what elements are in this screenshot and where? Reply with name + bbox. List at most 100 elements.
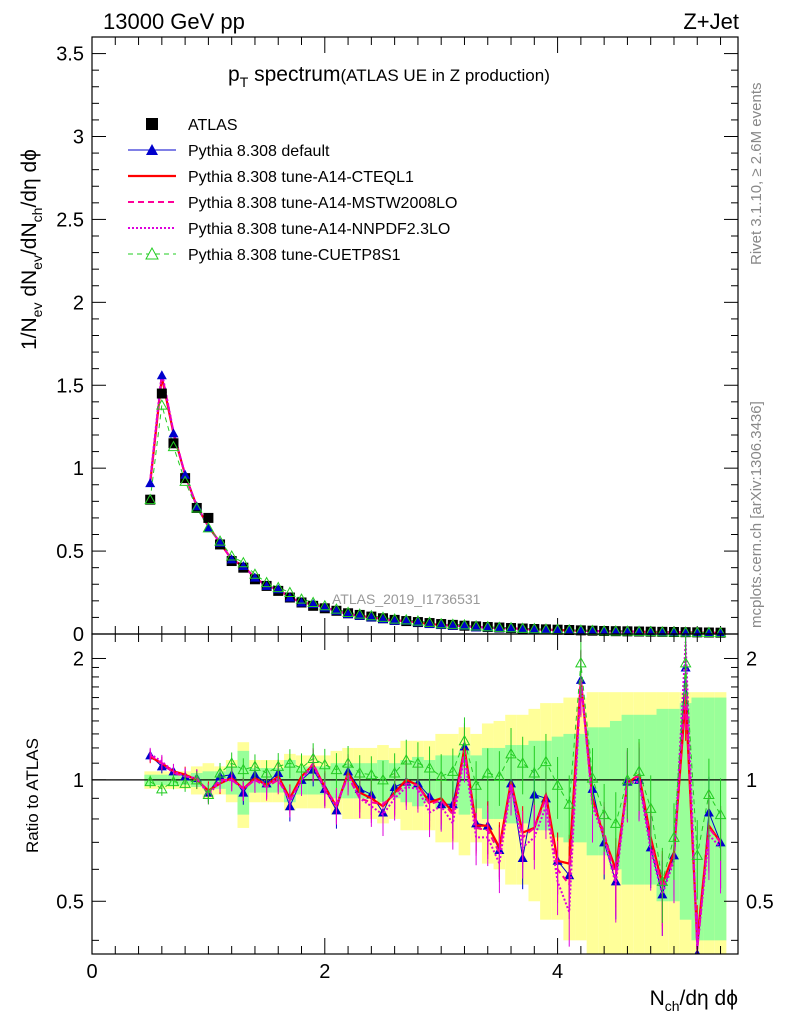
ratio-y-tick-label: 2 — [73, 648, 84, 670]
ratio-point — [190, 773, 203, 785]
ratio-point — [225, 757, 238, 768]
data-point — [330, 603, 343, 614]
ratio-point — [679, 656, 692, 668]
data-point — [540, 624, 551, 634]
ratio-point — [493, 770, 506, 781]
ylabel-sub: ev — [29, 303, 45, 318]
legend-label: Pythia 8.308 tune-A14-NNPDF2.3LO — [188, 221, 450, 238]
data-point — [237, 556, 250, 568]
ratio-point — [598, 808, 610, 820]
y-tick-label: 1 — [73, 458, 84, 480]
ratio-point — [481, 766, 494, 778]
ratio-point — [202, 788, 215, 799]
data-point — [156, 370, 167, 380]
ratio-point — [644, 802, 657, 813]
data-point — [388, 613, 401, 624]
ratio-point — [400, 753, 413, 765]
ylabel-part: dN — [18, 270, 41, 303]
data-point — [471, 622, 482, 632]
ratio-point — [516, 757, 529, 768]
data-point — [167, 440, 180, 452]
data-point — [412, 615, 424, 626]
data-point — [446, 618, 459, 629]
ratio-point — [412, 757, 424, 768]
data-point — [436, 619, 447, 629]
legend-label: Pythia 8.308 tune-A14-MSTW2008LO — [188, 195, 457, 212]
data-point — [295, 593, 308, 604]
ratio-point — [318, 758, 331, 770]
data-point — [610, 626, 621, 636]
band-inner — [679, 703, 692, 920]
ratio-y-tick-label: 2 — [746, 648, 757, 670]
data-point — [203, 512, 214, 523]
data-point — [168, 428, 179, 438]
plot-title-main: p — [228, 63, 240, 86]
data-point — [377, 614, 388, 624]
ratio-point — [388, 766, 401, 778]
data-point — [377, 611, 389, 622]
data-point — [331, 605, 342, 615]
data-point — [203, 522, 214, 532]
data-point — [529, 624, 540, 634]
legend-marker — [146, 144, 158, 155]
legend-label: ATLAS — [188, 117, 238, 134]
data-point — [494, 623, 505, 633]
data-point — [458, 618, 471, 630]
ratio-point — [295, 761, 308, 773]
ratio-point — [284, 757, 296, 768]
y-tick-label: 3 — [73, 127, 84, 149]
data-point — [343, 609, 354, 619]
ratio-y-tick-label: 0.5 — [56, 891, 84, 913]
data-point — [308, 599, 319, 609]
data-point — [249, 572, 260, 582]
ylabel-sub: ev — [29, 255, 45, 270]
data-point — [342, 606, 354, 617]
ratio-y-tick-label: 0.5 — [746, 891, 774, 913]
data-point — [493, 621, 506, 632]
data-point — [365, 609, 378, 621]
x-axis-label: Nch/dη dϕ — [650, 987, 738, 1014]
data-point — [261, 580, 272, 590]
data-point — [587, 626, 598, 636]
data-point — [656, 625, 669, 637]
ratio-point — [656, 875, 669, 886]
band-inner — [656, 708, 669, 902]
xlabel-sub: ch — [665, 998, 680, 1014]
data-point — [145, 494, 156, 505]
ratio-y-tick-label: 1 — [73, 770, 84, 792]
ratio-point — [377, 773, 389, 785]
data-point — [156, 388, 167, 399]
data-point — [319, 602, 330, 612]
data-point — [599, 626, 610, 636]
data-point — [215, 537, 226, 547]
data-point — [575, 625, 586, 635]
data-point — [249, 568, 261, 579]
legend-label: Pythia 8.308 tune-A14-CTEQL1 — [188, 169, 414, 186]
xlabel-part: N — [650, 987, 665, 1010]
data-point — [401, 615, 412, 625]
ratio-point — [505, 747, 517, 759]
data-point — [447, 620, 458, 630]
ratio-panel: 0.5 0.5 1 1 2 2 0 2 4 — [56, 633, 774, 983]
band-inner — [691, 697, 704, 941]
data-point — [190, 501, 203, 513]
data-point — [225, 550, 238, 561]
data-point — [517, 624, 528, 634]
legend-label: Pythia 8.308 tune-CUETP8S1 — [188, 247, 401, 264]
ylabel-part: /dη dϕ — [18, 149, 41, 207]
rivet-label: Rivet 3.1.10, ≥ 2.6M events — [748, 83, 765, 266]
ratio-point — [249, 760, 261, 771]
data-point — [389, 615, 400, 625]
data-point — [238, 561, 249, 571]
data-point — [180, 469, 191, 479]
legend: ATLAS Pythia 8.308 default Pythia 8.308 tu… — [128, 117, 457, 264]
data-point — [202, 521, 215, 533]
plot-title-rest: spectrum — [248, 63, 340, 86]
data-point — [284, 586, 296, 598]
ratio-point — [214, 766, 226, 778]
plot-title-paren: (ATLAS UE in Z production) — [340, 66, 549, 85]
band-inner — [458, 750, 471, 815]
plot-title-sub: T — [240, 74, 249, 90]
data-point — [179, 475, 191, 486]
data-point — [318, 599, 331, 611]
